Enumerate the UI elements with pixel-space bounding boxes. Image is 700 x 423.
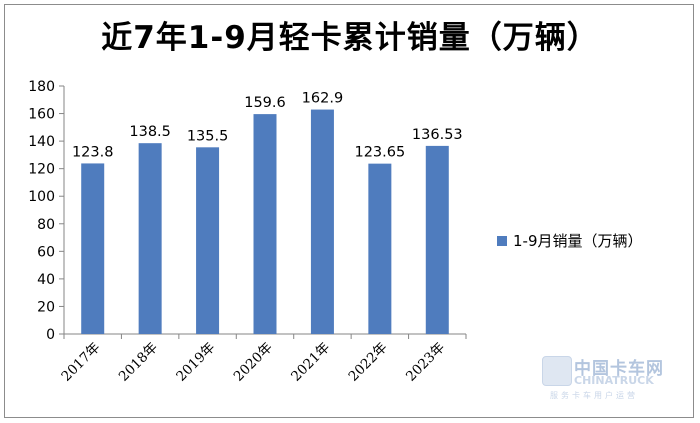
watermark-line2: CHINATRUCK [574,374,654,387]
y-tick-label: 20 [37,299,55,315]
watermark-logo: 中国卡车网 CHINATRUCK 服务卡车用户运营 [540,352,690,407]
x-tick-label: 2021年 [288,340,333,385]
chart-frame [4,4,694,418]
bar [138,143,162,334]
y-tick-label: 60 [37,244,55,260]
data-label: 138.5 [129,124,171,140]
data-label: 123.65 [354,145,405,161]
chart-title: 近7年1-9月轻卡累计销量（万辆） [101,20,599,56]
watermark-line1: 中国卡车网 [574,359,664,379]
data-label: 159.6 [244,95,286,111]
bar [425,145,449,334]
data-label: 162.9 [302,91,344,107]
y-tick-label: 80 [37,217,55,233]
x-tick-label: 2017年 [58,340,103,385]
y-tick-label: 160 [28,107,55,123]
legend-label: 1-9月销量（万辆） [513,232,643,250]
x-tick-label: 2022年 [346,340,391,385]
y-tick-label: 0 [46,327,55,343]
data-label: 135.5 [187,128,229,144]
x-tick-label: 2018年 [116,340,161,385]
watermark-line3: 服务卡车用户运营 [550,391,638,400]
x-tick-label: 2023年 [403,340,448,385]
bar [310,109,334,334]
legend-swatch [497,235,507,246]
bar [253,114,277,335]
bar [196,147,220,334]
y-tick-label: 180 [28,79,55,95]
x-tick-label: 2020年 [231,340,276,385]
y-tick-label: 40 [37,272,55,288]
x-tick-label: 2019年 [173,340,218,385]
y-tick-label: 120 [28,162,55,178]
truck-logo-icon [542,356,572,386]
y-tick-label: 140 [28,134,55,150]
bar [368,163,392,334]
data-label: 123.8 [72,144,114,160]
data-label: 136.53 [412,127,463,143]
bar [81,163,105,334]
legend: 1-9月销量（万辆） [497,230,643,251]
y-tick-label: 100 [28,189,55,205]
